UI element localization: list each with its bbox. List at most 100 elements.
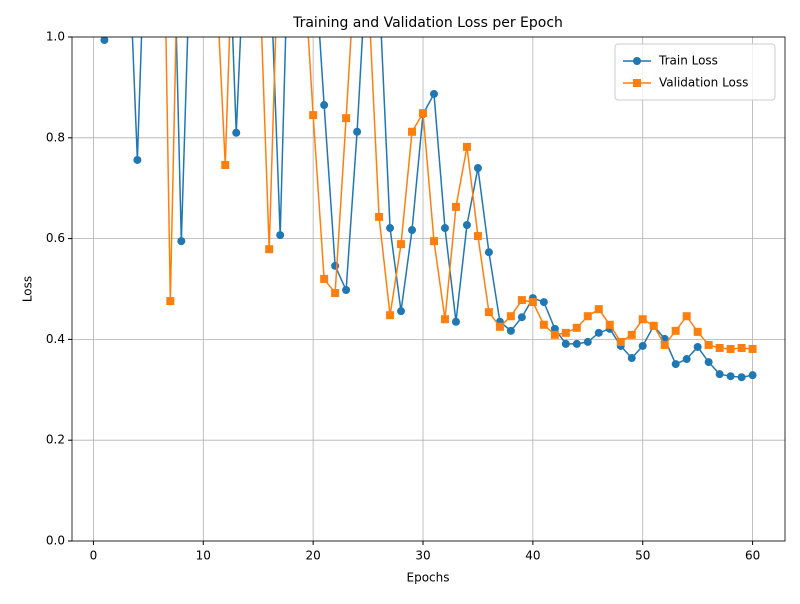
- marker: [331, 261, 340, 270]
- marker: [429, 89, 438, 98]
- marker: [682, 312, 691, 321]
- legend-marker: [633, 79, 641, 87]
- marker: [704, 358, 713, 367]
- marker: [221, 161, 230, 170]
- x-tick-label: 20: [306, 549, 321, 563]
- marker: [660, 340, 669, 349]
- marker: [627, 330, 636, 339]
- marker: [495, 322, 504, 331]
- marker: [517, 296, 526, 305]
- marker: [726, 372, 735, 381]
- marker: [100, 37, 109, 45]
- marker: [539, 298, 548, 307]
- marker: [506, 312, 515, 321]
- marker: [408, 127, 417, 136]
- marker: [715, 370, 724, 379]
- marker: [704, 340, 713, 349]
- marker: [419, 109, 428, 118]
- marker: [462, 220, 471, 229]
- x-tick-label: 10: [196, 549, 211, 563]
- marker: [440, 315, 449, 324]
- plot-area: [100, 37, 757, 382]
- y-axis-label: Loss: [21, 276, 35, 302]
- marker: [550, 330, 559, 339]
- marker: [748, 371, 757, 380]
- y-tick-label: 0.2: [46, 433, 65, 447]
- marker: [265, 245, 274, 254]
- marker: [594, 305, 603, 314]
- marker: [408, 226, 417, 235]
- legend-marker: [633, 57, 641, 65]
- y-tick-label: 1.0: [46, 30, 65, 44]
- marker: [342, 114, 351, 123]
- marker: [638, 315, 647, 324]
- marker: [309, 111, 318, 120]
- marker: [594, 328, 603, 337]
- marker: [682, 355, 691, 364]
- marker: [748, 344, 757, 353]
- marker: [726, 344, 735, 353]
- marker: [397, 240, 406, 249]
- marker: [342, 286, 351, 295]
- marker: [484, 248, 493, 257]
- marker: [166, 297, 175, 306]
- marker: [276, 231, 285, 240]
- marker: [671, 360, 680, 369]
- marker: [715, 343, 724, 352]
- y-tick-label: 0.8: [46, 130, 65, 144]
- marker: [572, 323, 581, 332]
- marker: [737, 343, 746, 352]
- y-tick-label: 0.4: [46, 332, 65, 346]
- y-tick-label: 0.0: [46, 534, 65, 548]
- x-tick-label: 60: [745, 549, 760, 563]
- marker: [451, 317, 460, 326]
- marker: [320, 274, 329, 283]
- marker: [605, 320, 614, 329]
- marker: [386, 224, 395, 233]
- marker: [539, 320, 548, 329]
- marker: [572, 339, 581, 348]
- marker: [561, 339, 570, 348]
- plot-frame: [71, 36, 786, 542]
- x-tick-label: 50: [635, 549, 650, 563]
- marker: [320, 101, 329, 110]
- chart-title: Training and Validation Loss per Epoch: [292, 15, 563, 31]
- marker: [462, 142, 471, 151]
- legend-label: Train Loss: [658, 54, 718, 68]
- marker: [440, 224, 449, 233]
- marker: [638, 341, 647, 350]
- marker: [671, 326, 680, 335]
- marker: [649, 321, 658, 330]
- marker: [528, 298, 537, 307]
- marker: [693, 327, 702, 336]
- x-tick-label: 40: [525, 549, 540, 563]
- marker: [331, 289, 340, 298]
- y-tick-label: 0.6: [46, 231, 65, 245]
- marker: [693, 342, 702, 351]
- marker: [451, 202, 460, 211]
- x-tick-label: 0: [90, 549, 98, 563]
- marker: [561, 328, 570, 337]
- marker: [517, 313, 526, 322]
- marker: [232, 128, 241, 137]
- marker: [375, 212, 384, 221]
- marker: [386, 311, 395, 320]
- marker: [353, 127, 362, 136]
- legend-label: Validation Loss: [659, 76, 748, 90]
- marker: [583, 337, 592, 346]
- x-axis-label: Epochs: [407, 571, 450, 585]
- marker: [737, 373, 746, 382]
- marker: [484, 308, 493, 317]
- marker: [473, 164, 482, 173]
- legend: Train Loss Validation Loss: [614, 43, 776, 101]
- marker: [550, 324, 559, 333]
- marker: [473, 232, 482, 241]
- marker: [133, 155, 142, 164]
- marker: [506, 326, 515, 335]
- marker: [627, 354, 636, 363]
- marker: [397, 307, 406, 316]
- marker: [177, 237, 186, 246]
- x-tick-label: 30: [415, 549, 430, 563]
- marker: [583, 312, 592, 321]
